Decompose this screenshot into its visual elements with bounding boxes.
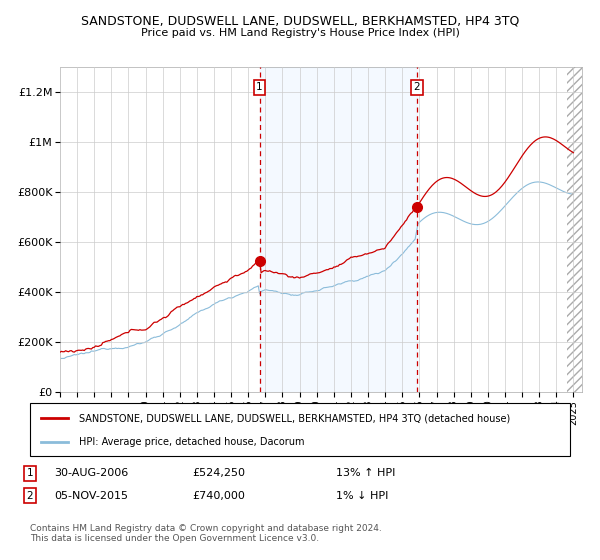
Text: Price paid vs. HM Land Registry's House Price Index (HPI): Price paid vs. HM Land Registry's House … <box>140 28 460 38</box>
Text: 2: 2 <box>413 82 420 92</box>
Text: SANDSTONE, DUDSWELL LANE, DUDSWELL, BERKHAMSTED, HP4 3TQ: SANDSTONE, DUDSWELL LANE, DUDSWELL, BERK… <box>81 14 519 27</box>
Text: 30-AUG-2006: 30-AUG-2006 <box>54 468 128 478</box>
Text: 1: 1 <box>256 82 263 92</box>
Text: 1: 1 <box>26 468 34 478</box>
Text: HPI: Average price, detached house, Dacorum: HPI: Average price, detached house, Daco… <box>79 436 304 446</box>
Text: £524,250: £524,250 <box>192 468 245 478</box>
FancyBboxPatch shape <box>30 403 570 456</box>
Text: 13% ↑ HPI: 13% ↑ HPI <box>336 468 395 478</box>
Text: 2: 2 <box>26 491 34 501</box>
Text: Contains HM Land Registry data © Crown copyright and database right 2024.
This d: Contains HM Land Registry data © Crown c… <box>30 524 382 543</box>
Bar <box>260 67 416 392</box>
Text: 05-NOV-2015: 05-NOV-2015 <box>54 491 128 501</box>
Text: 1% ↓ HPI: 1% ↓ HPI <box>336 491 388 501</box>
Text: £740,000: £740,000 <box>192 491 245 501</box>
Text: SANDSTONE, DUDSWELL LANE, DUDSWELL, BERKHAMSTED, HP4 3TQ (detached house): SANDSTONE, DUDSWELL LANE, DUDSWELL, BERK… <box>79 413 510 423</box>
Bar <box>566 67 584 392</box>
